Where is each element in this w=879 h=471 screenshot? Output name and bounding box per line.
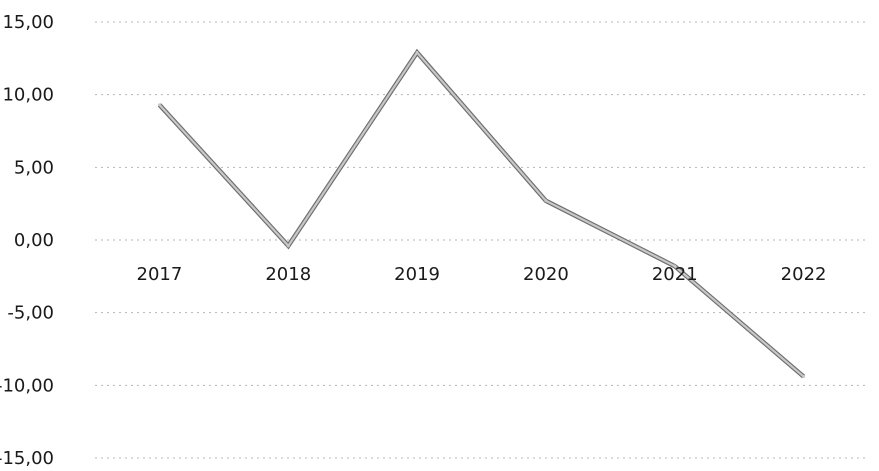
y-tick-label: 10,00 — [2, 85, 54, 106]
y-tick-label: 5,00 — [14, 157, 54, 178]
x-tick-label: 2018 — [265, 264, 311, 285]
data-point — [415, 51, 419, 55]
data-point — [286, 244, 290, 248]
y-axis-tick-labels: 15,00 10,00 5,00 0,00 -5,00 -10,00 -15,00 — [0, 12, 54, 469]
x-tick-label: 2022 — [781, 264, 827, 285]
x-tick-label: 2021 — [652, 264, 698, 285]
x-axis-tick-labels: 2017 2018 2019 2020 2021 2022 — [137, 264, 827, 285]
series-line — [158, 50, 805, 378]
y-tick-label: -5,00 — [7, 303, 54, 324]
data-point — [802, 375, 806, 379]
y-tick-label: -15,00 — [0, 448, 54, 469]
x-tick-label: 2020 — [523, 264, 569, 285]
gridlines — [95, 21, 868, 459]
data-point — [673, 264, 677, 268]
y-tick-label: 0,00 — [14, 230, 54, 251]
data-points — [157, 51, 806, 379]
y-tick-label: 15,00 — [2, 12, 54, 33]
series-line-group — [157, 48, 806, 379]
series-line-outline — [157, 48, 806, 379]
x-tick-label: 2017 — [137, 264, 183, 285]
y-tick-label: -10,00 — [0, 375, 54, 396]
data-point — [544, 199, 548, 203]
data-point — [157, 103, 161, 107]
x-tick-label: 2019 — [394, 264, 440, 285]
